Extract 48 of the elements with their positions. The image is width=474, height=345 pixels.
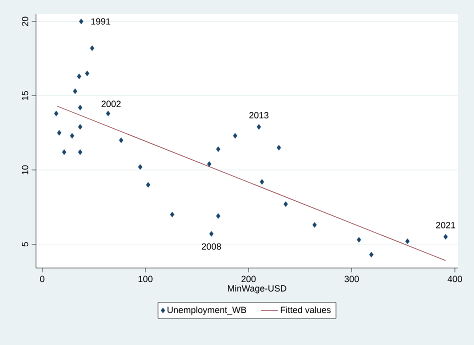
annotation: 2002: [102, 100, 121, 108]
point: [118, 137, 124, 144]
point: [232, 133, 238, 139]
point: [276, 144, 282, 150]
x-axis-title: MinWage-USD: [228, 284, 286, 294]
x-tick-label: 100: [138, 276, 152, 282]
point: [207, 161, 212, 167]
point: [284, 201, 288, 207]
point: [443, 234, 448, 240]
y-tick-label: 10: [22, 165, 28, 174]
point: [209, 231, 214, 237]
point: [356, 236, 362, 243]
point: [70, 133, 74, 139]
point: [405, 238, 410, 244]
point: [78, 104, 82, 110]
point: [78, 149, 82, 155]
y-tick-label: 5: [22, 242, 28, 246]
point: [85, 70, 90, 76]
point: [54, 110, 58, 116]
x-tick-label: 400: [448, 276, 462, 282]
point: [260, 179, 264, 185]
x-tick-label: 300: [344, 276, 359, 282]
point: [216, 146, 220, 152]
annotation: 1991: [91, 18, 110, 25]
point: [106, 110, 110, 116]
point: [62, 149, 66, 155]
annotation: 2013: [249, 112, 268, 118]
point: [216, 213, 220, 219]
point: [76, 74, 82, 80]
point: [312, 222, 317, 228]
point: [72, 88, 78, 94]
point: [146, 182, 150, 188]
y-tick-label: 15: [22, 91, 28, 100]
point: [57, 130, 62, 136]
point: [78, 124, 82, 130]
point: [79, 18, 84, 24]
point: [138, 164, 142, 170]
legend-label: Fitted values: [280, 306, 331, 314]
y-tick-label: 20: [22, 16, 28, 26]
x-tick-label: 200: [242, 276, 256, 282]
annotation: 2021: [436, 222, 456, 228]
point: [369, 252, 374, 258]
annotation: 2008: [202, 243, 221, 250]
x-tick-label: 0: [40, 276, 44, 282]
point: [170, 212, 174, 218]
point: [90, 45, 94, 51]
point: [256, 124, 262, 130]
legend-label: Unemployment_WB: [168, 306, 246, 315]
